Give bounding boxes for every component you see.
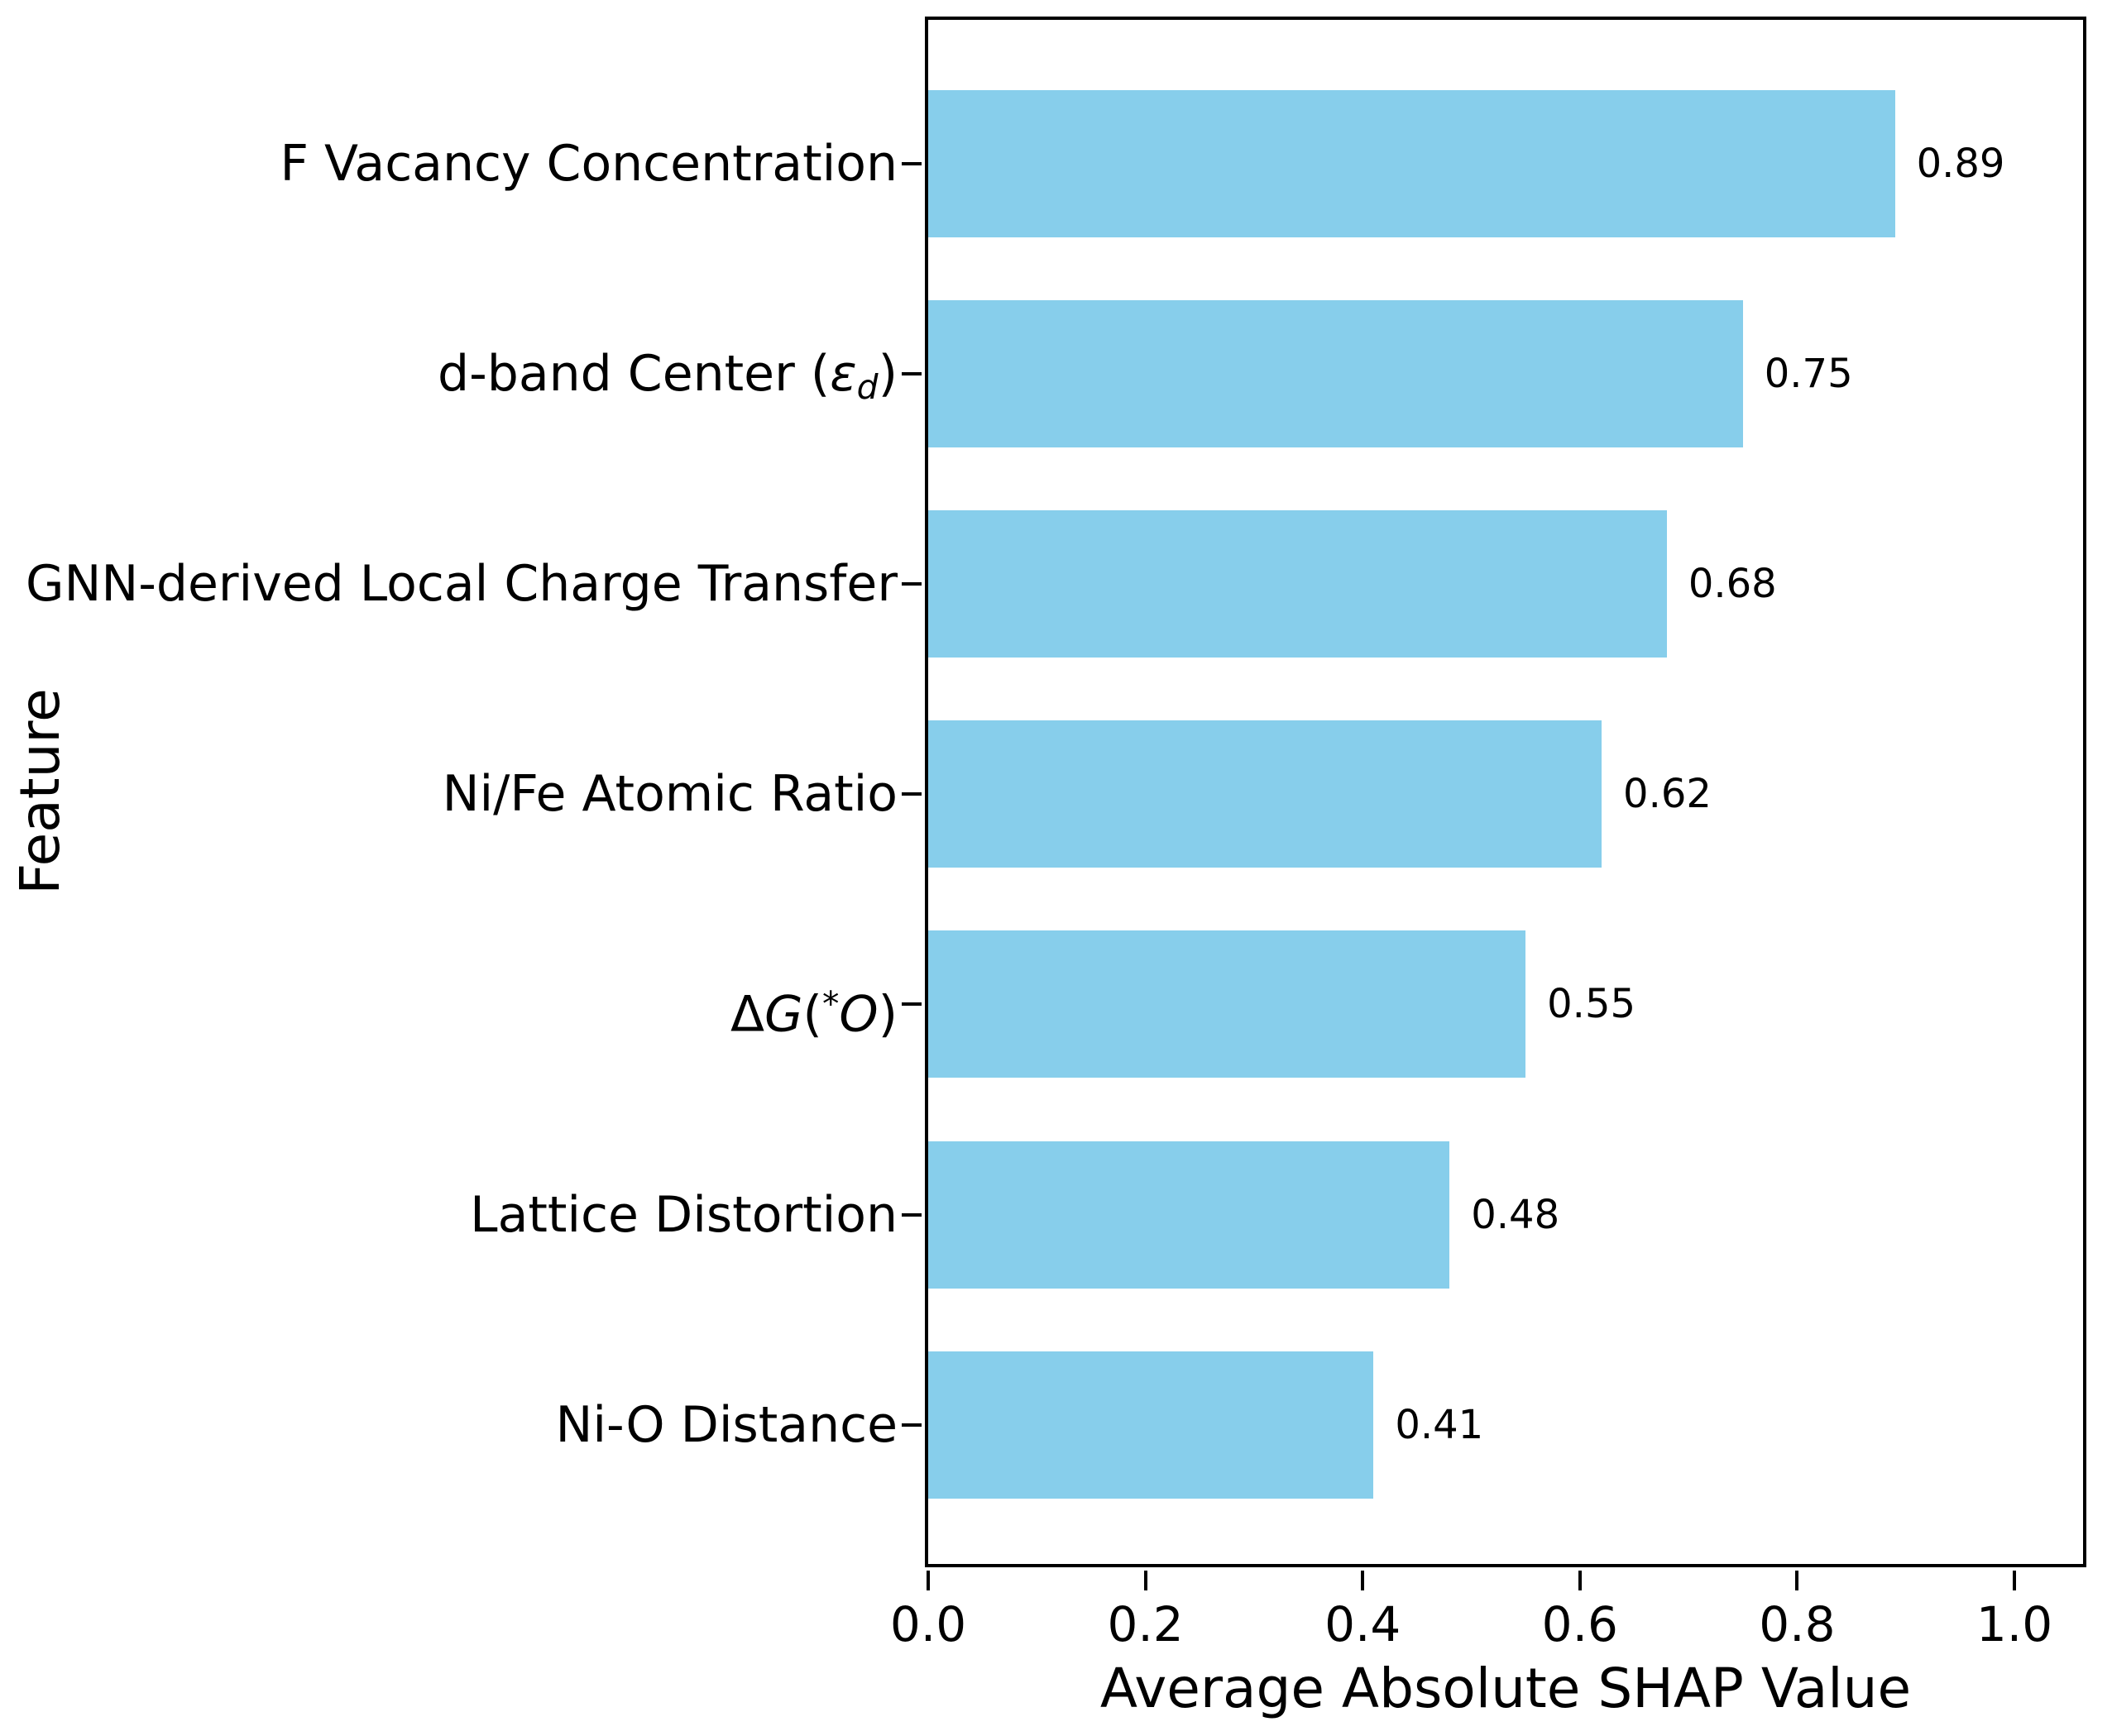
bar-value-label: 0.48 [1471,1191,1560,1238]
x-tick-mark [927,1571,930,1590]
label-segment: d [856,367,879,408]
y-tick-label-3: Ni/Fe Atomic Ratio [0,764,898,824]
y-tick-label-2: GNN-derived Local Charge Transfer [0,554,898,614]
x-tick-label-2: 0.4 [1324,1596,1401,1652]
label-segment: ε [830,345,857,404]
x-tick-label-1: 0.2 [1107,1596,1184,1652]
label-segment: d-band Center ( [438,345,831,404]
y-tick-label-1: d-band Center (εd) [0,344,898,417]
y-tick-label-0: F Vacancy Concentration [0,134,898,194]
label-segment: F Vacancy Concentration [280,135,898,193]
x-tick-label-4: 0.8 [1759,1596,1836,1652]
y-tick-label-6: Ni-O Distance [0,1395,898,1455]
bar-value-label: 0.55 [1547,981,1636,1028]
x-tick-label-5: 1.0 [1976,1596,2053,1652]
bar-1 [928,300,1743,448]
x-tick-mark [1795,1571,1799,1590]
x-tick-mark [1361,1571,1365,1590]
label-segment: GNN-derived Local Charge Transfer [25,555,898,614]
x-tick-label-0: 0.0 [889,1596,967,1652]
y-tick-label-4: ΔG(*O) [0,974,898,1044]
bar-5 [928,1141,1450,1289]
y-tick-mark [902,792,922,796]
x-tick-mark [2013,1571,2016,1590]
x-tick-label-3: 0.6 [1541,1596,1618,1652]
y-tick-mark [902,372,922,376]
x-axis-title: Average Absolute SHAP Value [1099,1657,1912,1720]
label-segment: Lattice Distortion [470,1185,898,1244]
y-tick-mark [902,162,922,165]
bar-6 [928,1351,1374,1499]
x-tick-mark [1578,1571,1582,1590]
y-tick-label-5: Lattice Distortion [0,1185,898,1245]
bar-3 [928,720,1602,868]
y-tick-mark [902,1002,922,1007]
label-segment: ) [878,985,898,1044]
label-segment: * [821,984,840,1025]
bar-value-label: 0.89 [1916,141,2005,187]
bar-value-label: 0.75 [1764,351,1853,398]
label-segment: ( [802,985,822,1044]
y-tick-mark [902,582,922,586]
label-segment: Ni-O Distance [555,1395,898,1454]
bar-0 [928,90,1895,237]
label-segment: Ni/Fe Atomic Ratio [442,765,898,824]
bar-value-label: 0.41 [1395,1401,1484,1448]
y-tick-mark [902,1212,922,1217]
bar-2 [928,510,1667,658]
label-segment: O [839,985,879,1044]
bar-4 [928,930,1526,1078]
y-tick-mark [902,1423,922,1427]
bar-value-label: 0.62 [1623,771,1712,818]
x-tick-mark [1143,1571,1147,1590]
bar-value-label: 0.68 [1688,561,1777,608]
label-segment: ) [878,345,898,404]
label-segment: G [764,985,803,1044]
plot-area: 0.89 0.75 0.68 0.62 0.55 0.48 0.41 [902,17,2086,1590]
label-segment: Δ [730,985,765,1044]
